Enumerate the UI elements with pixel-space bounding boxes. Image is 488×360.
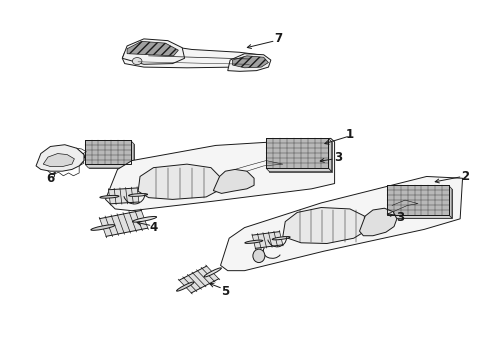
Text: 5: 5 (221, 285, 229, 298)
Polygon shape (127, 41, 178, 56)
Polygon shape (359, 208, 396, 236)
Polygon shape (43, 154, 74, 167)
Polygon shape (265, 138, 328, 168)
Polygon shape (328, 138, 331, 172)
Polygon shape (85, 140, 130, 165)
Ellipse shape (132, 216, 156, 222)
Polygon shape (386, 185, 447, 215)
Polygon shape (88, 144, 134, 168)
Polygon shape (227, 54, 270, 71)
Polygon shape (122, 39, 184, 64)
Polygon shape (138, 164, 219, 199)
Polygon shape (105, 138, 334, 211)
Polygon shape (36, 145, 84, 171)
Polygon shape (130, 140, 134, 168)
Text: 1: 1 (345, 128, 353, 141)
Polygon shape (85, 165, 134, 168)
Circle shape (132, 58, 142, 65)
Polygon shape (179, 266, 218, 293)
Text: 4: 4 (149, 221, 157, 234)
Text: 2: 2 (460, 170, 468, 183)
Polygon shape (447, 185, 451, 218)
Ellipse shape (252, 249, 264, 262)
Polygon shape (108, 188, 139, 204)
Polygon shape (282, 207, 365, 243)
Text: 6: 6 (46, 172, 55, 185)
Ellipse shape (272, 237, 289, 240)
Ellipse shape (128, 194, 147, 196)
Polygon shape (100, 211, 147, 237)
Ellipse shape (91, 225, 115, 230)
Polygon shape (269, 142, 331, 172)
Text: 7: 7 (273, 32, 282, 45)
Ellipse shape (100, 195, 119, 198)
Polygon shape (390, 189, 451, 218)
Text: 3: 3 (395, 211, 404, 224)
Ellipse shape (203, 268, 221, 277)
Text: 3: 3 (333, 150, 341, 163)
Polygon shape (122, 46, 261, 68)
Polygon shape (265, 168, 331, 172)
Polygon shape (213, 170, 254, 193)
Polygon shape (232, 56, 268, 68)
Ellipse shape (176, 282, 194, 291)
Polygon shape (220, 176, 462, 271)
Polygon shape (252, 231, 282, 248)
Polygon shape (386, 215, 451, 218)
Ellipse shape (244, 240, 262, 243)
